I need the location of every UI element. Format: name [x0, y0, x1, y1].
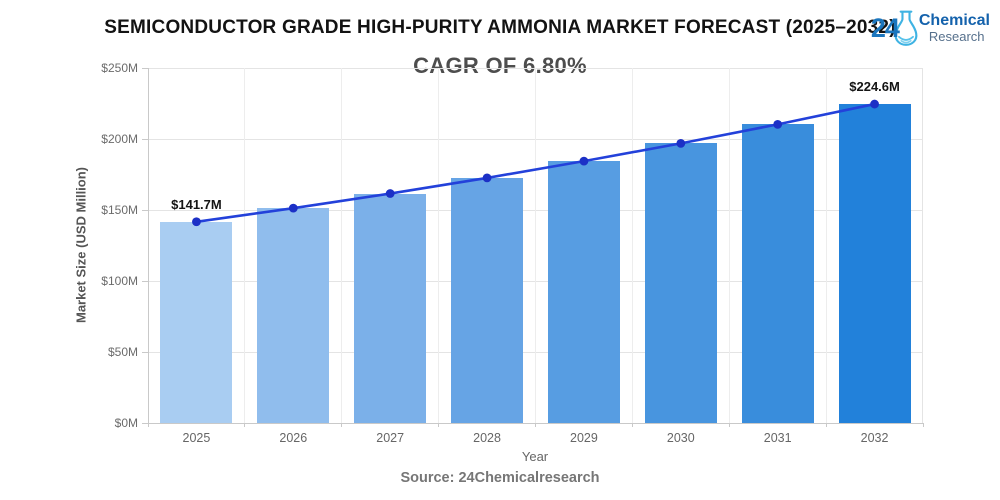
plot-right-border: [922, 68, 923, 423]
trend-line: [196, 102, 875, 224]
brand-logo: 24 Chemical Research: [871, 8, 990, 48]
x-tick-mark: [825, 423, 827, 427]
x-tick-mark: [631, 423, 633, 427]
trend-marker: [870, 99, 879, 109]
gridline-v: [535, 68, 536, 423]
logo-number: 24: [870, 12, 900, 43]
y-tick-label: $200M: [101, 132, 138, 146]
chart-subtitle: CAGR OF 6.80%: [413, 53, 587, 78]
x-tick-mark: [244, 423, 246, 427]
y-tick-label: $50M: [107, 345, 138, 359]
y-axis-line: [148, 68, 149, 427]
bar-2029: [547, 161, 620, 423]
y-tick-mark: [142, 422, 148, 424]
y-tick-label: $0M: [114, 416, 138, 430]
y-tick-mark: [142, 209, 148, 211]
bar-2030: [644, 143, 717, 423]
x-tick-mark: [535, 423, 536, 427]
y-tick-label: $100M: [101, 274, 138, 288]
bar-value-label: $224.6M: [849, 79, 900, 95]
gridline-v: [341, 68, 343, 423]
x-tick-label: 2027: [376, 431, 405, 445]
x-tick-label: 2029: [570, 431, 598, 445]
gridline-v: [244, 68, 246, 423]
x-tick-label: 2026: [279, 431, 308, 445]
trend-line-layer: [192, 99, 879, 227]
bar-2031: [741, 124, 814, 423]
x-tick-label: 2030: [666, 431, 695, 445]
y-tick-mark: [142, 138, 148, 140]
y-tick-label: $250M: [101, 61, 138, 75]
x-tick-label: 2032: [860, 431, 889, 445]
x-tick-label: 2031: [763, 431, 792, 445]
source-note: Source: 24Chemicalresearch: [400, 470, 600, 486]
bar-2026: [257, 208, 330, 423]
plot-area: $0M $50M $100M $150M $200M $250M 2025 2026 2027 2…: [101, 61, 924, 445]
logo-line2: Research: [928, 28, 985, 44]
trend-marker: [192, 217, 201, 227]
gridline-v: [728, 68, 730, 423]
x-tick-label: 2028: [473, 431, 501, 445]
trend-marker: [579, 156, 589, 166]
gridline-v: [438, 68, 440, 423]
trend-marker: [773, 119, 783, 129]
y-tick-label: $150M: [101, 203, 138, 217]
trend-marker: [676, 139, 686, 148]
bar-value-label: $141.7M: [171, 196, 222, 212]
gridline-v: [825, 68, 827, 423]
x-tick-mark: [728, 423, 730, 427]
flask-icon: [894, 10, 918, 46]
chart-title: SEMICONDUCTOR GRADE HIGH-PURITY AMMONIA …: [104, 17, 896, 38]
y-axis-title: Market Size (USD Million): [73, 166, 89, 324]
logo-line1: Chemical: [918, 11, 990, 29]
y-tick-mark: [142, 280, 148, 282]
gridline-v: [631, 68, 633, 423]
x-axis-title: Year: [521, 449, 549, 464]
trend-marker: [288, 203, 298, 213]
trend-marker: [482, 173, 492, 183]
y-tick-mark: [142, 351, 148, 353]
x-tick-mark: [341, 423, 343, 427]
x-tick-label: 2025: [182, 431, 211, 445]
bar-2027: [354, 193, 427, 423]
x-tick-mark: [922, 423, 924, 427]
y-tick-mark: [142, 67, 148, 69]
bar-2025: [160, 221, 233, 423]
bar-2028: [451, 177, 524, 423]
x-tick-mark: [438, 423, 440, 427]
trend-marker: [385, 189, 395, 198]
logo-text: Chemical Research: [918, 11, 990, 44]
bar-2032: [838, 104, 911, 423]
